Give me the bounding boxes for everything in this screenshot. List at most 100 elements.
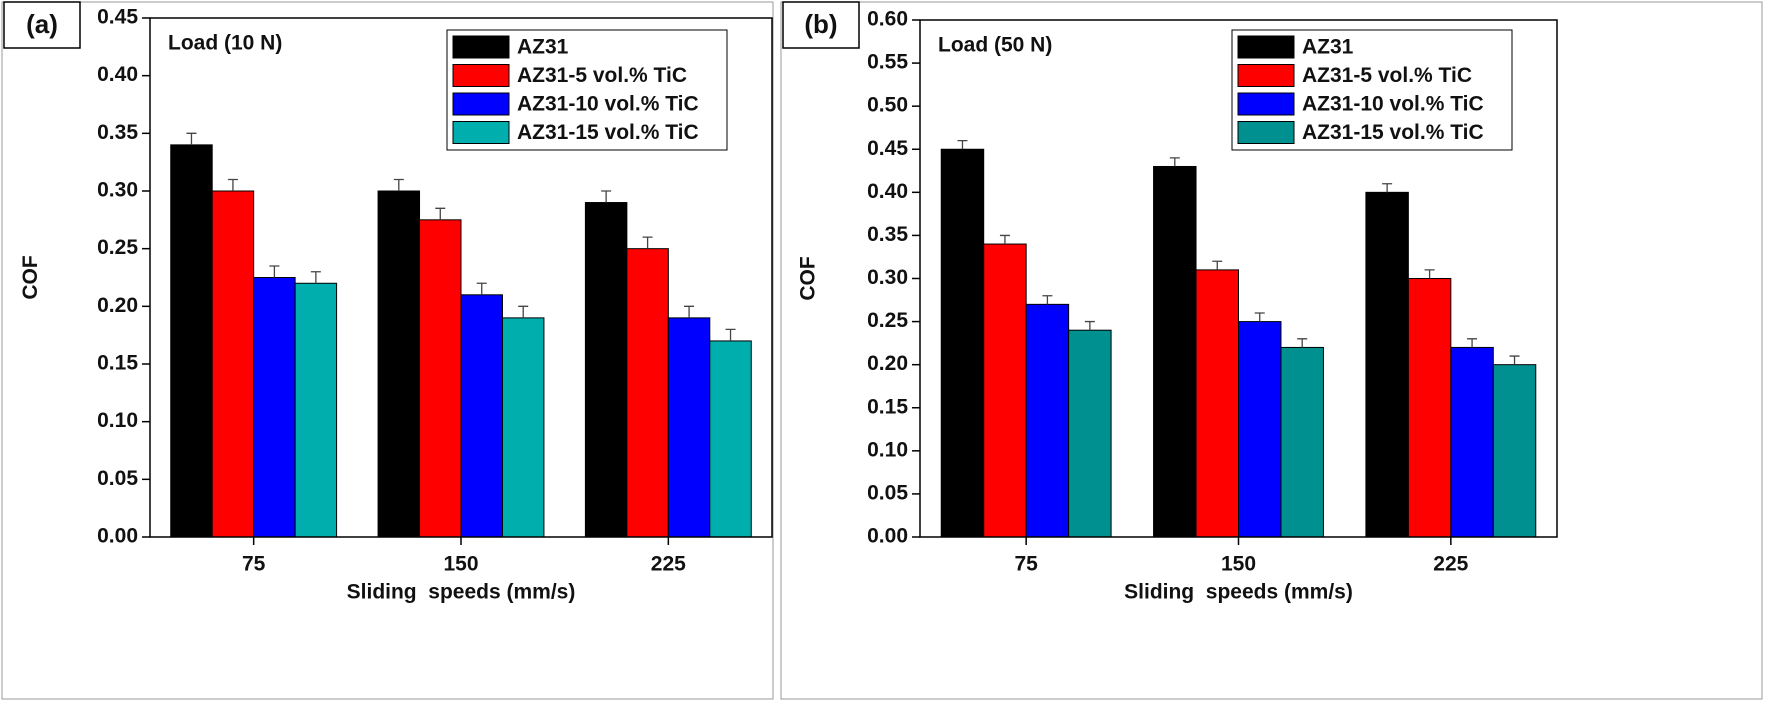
error-bar	[476, 282, 487, 295]
error-bar	[227, 178, 238, 191]
error-bar	[186, 132, 197, 145]
y-tick-label: 0.15	[97, 352, 138, 375]
x-tick-label: 75	[242, 553, 266, 576]
bar	[983, 243, 1027, 538]
x-tick-label: 150	[1221, 553, 1256, 576]
annotation: Load (50 N)	[938, 34, 1052, 57]
bar	[1280, 346, 1324, 538]
error-bar	[1254, 312, 1265, 322]
bar	[1492, 364, 1537, 538]
legend-label: AZ31-5 vol.% TiC	[1302, 64, 1472, 87]
bar	[253, 277, 296, 538]
legend-swatch	[452, 35, 510, 59]
legend-swatch	[1237, 92, 1295, 116]
bar	[377, 190, 421, 538]
bar	[211, 190, 255, 538]
bar	[709, 340, 752, 538]
error-bar	[1169, 157, 1180, 167]
legend-label: AZ31-5 vol.% TiC	[517, 64, 687, 87]
annotation: Load (10 N)	[168, 32, 282, 55]
y-tick-label: 0.20	[867, 352, 908, 375]
error-bar	[1084, 320, 1095, 331]
y-tick-label: 0.45	[97, 6, 138, 29]
y-tick-label: 0.10	[867, 438, 908, 461]
y-tick-label: 0.60	[867, 8, 908, 31]
error-bar	[310, 271, 321, 284]
error-bar	[684, 305, 695, 318]
legend-label: AZ31	[517, 36, 569, 59]
y-tick-label: 0.15	[867, 395, 908, 418]
error-bar	[1212, 260, 1223, 270]
error-bar	[1509, 355, 1520, 365]
bar	[1238, 321, 1282, 538]
error-bar	[1042, 295, 1053, 305]
panel-label-box	[782, 1, 860, 49]
y-tick-label: 0.00	[97, 525, 138, 548]
y-tick-label: 0.30	[97, 179, 138, 202]
error-bar	[518, 305, 529, 318]
x-axis-label: Sliding speeds (mm/s)	[1124, 581, 1353, 604]
error-bar	[957, 139, 968, 150]
bar	[626, 248, 669, 538]
x-tick-label: 225	[1433, 553, 1468, 576]
error-bar	[1382, 183, 1393, 193]
y-axis-label: COF	[796, 256, 819, 301]
y-tick-label: 0.20	[97, 294, 138, 317]
x-axis-label: Sliding speeds (mm/s)	[347, 581, 576, 604]
legend-swatch	[452, 92, 510, 116]
bar	[584, 202, 628, 538]
error-bar	[1424, 269, 1435, 279]
bar	[1407, 278, 1452, 538]
y-tick-label: 0.50	[867, 94, 908, 117]
bar	[170, 144, 213, 538]
legend-swatch	[1237, 121, 1295, 144]
bar	[940, 148, 985, 538]
y-tick-label: 0.25	[97, 236, 138, 259]
y-tick-label: 0.35	[867, 223, 908, 246]
legend-swatch	[1237, 35, 1295, 59]
y-tick-label: 0.05	[867, 481, 908, 504]
panel-label: (a)	[26, 9, 58, 39]
bar	[294, 282, 338, 538]
legend-label: AZ31-15 vol.% TiC	[1302, 121, 1484, 144]
panel-label-box	[3, 1, 81, 49]
legend-swatch	[452, 121, 510, 144]
y-tick-label: 0.55	[867, 51, 908, 74]
error-bar	[725, 328, 736, 341]
error-bar	[393, 178, 404, 191]
bar	[1365, 191, 1409, 538]
bar	[1153, 165, 1197, 538]
error-bar	[269, 265, 280, 278]
y-tick-label: 0.30	[867, 266, 908, 289]
x-tick-label: 150	[443, 553, 478, 576]
y-tick-label: 0.05	[97, 467, 138, 490]
y-tick-label: 0.40	[97, 63, 138, 86]
error-bar	[435, 207, 446, 220]
y-tick-label: 0.25	[867, 309, 908, 332]
y-tick-label: 0.40	[867, 180, 908, 203]
legend-label: AZ31	[1302, 36, 1354, 59]
y-tick-label: 0.35	[97, 121, 138, 144]
bar	[667, 317, 711, 538]
bar	[419, 219, 462, 538]
panel-label: (b)	[804, 9, 837, 39]
bar	[1450, 346, 1494, 538]
bar	[460, 294, 503, 538]
error-bar	[1467, 338, 1478, 348]
error-bar	[642, 236, 653, 249]
legend-label: AZ31-10 vol.% TiC	[517, 93, 699, 116]
legend-label: AZ31-15 vol.% TiC	[517, 121, 699, 144]
x-tick-label: 225	[651, 553, 686, 576]
bar	[501, 317, 545, 538]
bar	[1068, 329, 1112, 538]
legend-swatch	[452, 64, 510, 87]
bar	[1025, 303, 1070, 538]
x-tick-label: 75	[1014, 553, 1038, 576]
y-tick-label: 0.10	[97, 409, 138, 432]
bar	[1195, 269, 1239, 538]
error-bar	[1297, 338, 1308, 348]
legend-label: AZ31-10 vol.% TiC	[1302, 93, 1484, 116]
y-tick-label: 0.00	[867, 525, 908, 548]
legend-swatch	[1237, 64, 1295, 87]
